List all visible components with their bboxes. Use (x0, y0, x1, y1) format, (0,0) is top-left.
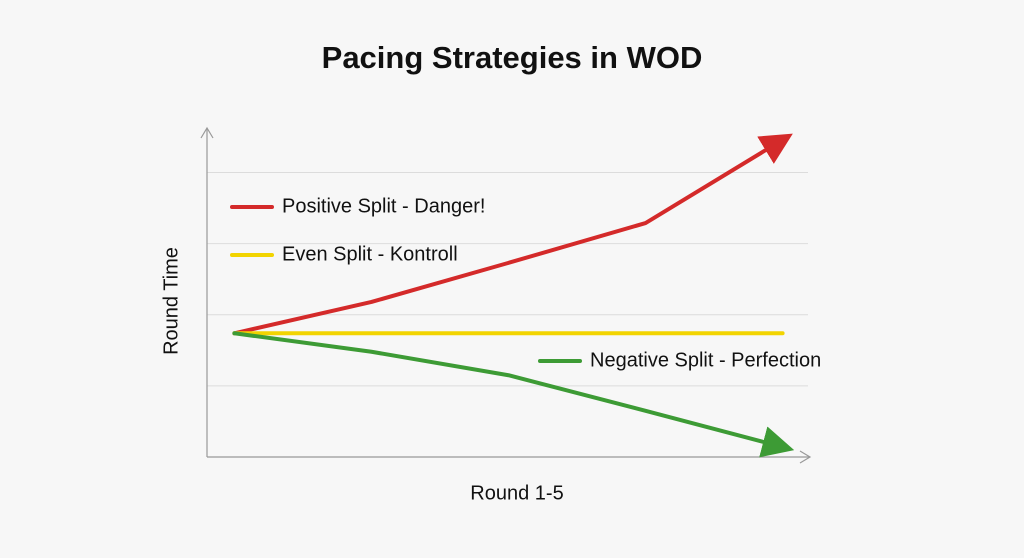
plot: Positive Split - Danger! Even Split - Kon… (230, 133, 821, 458)
y-axis-arrow (200, 126, 214, 139)
legend-label: Negative Split - Perfection (590, 349, 821, 371)
axes (200, 126, 812, 464)
chart-title: Pacing Strategies in WOD (322, 40, 703, 75)
legend-label: Even Split - Kontroll (282, 243, 458, 265)
x-axis-arrow (799, 450, 812, 464)
legend-label: Positive Split - Danger! (282, 195, 485, 217)
y-axis-label: Round Time (160, 247, 182, 355)
x-axis-label: Round 1-5 (470, 482, 563, 504)
series-line (232, 133, 793, 336)
series-line (232, 331, 795, 458)
